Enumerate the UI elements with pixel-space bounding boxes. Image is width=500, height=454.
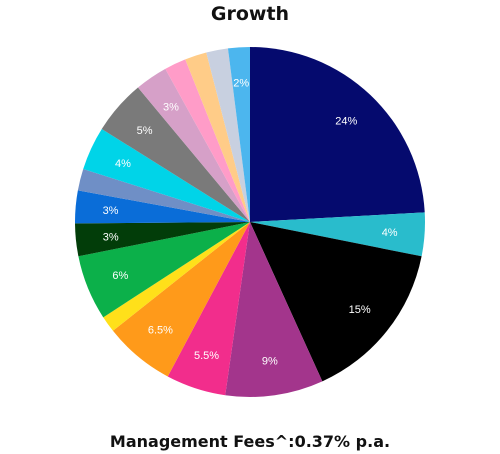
pie-slice [227, 47, 250, 222]
pie-slice [112, 222, 250, 377]
pie-slice [185, 52, 250, 223]
pie-slice [165, 59, 250, 222]
pie-slice [101, 87, 250, 222]
slice-label: 9% [262, 356, 278, 368]
slice-label: 5% [137, 125, 153, 137]
pie-slice [75, 222, 250, 257]
pie-slice [75, 190, 251, 224]
slice-label: 3% [103, 231, 119, 243]
slice-label: 4% [382, 227, 398, 239]
slice-label: 24% [335, 115, 357, 127]
chart-title: Growth [210, 3, 290, 25]
pie-slice [77, 168, 250, 222]
slice-label: 4% [115, 158, 131, 170]
pie-slice [250, 212, 426, 257]
slice-label: 3% [163, 101, 179, 113]
slice-label: 15% [349, 304, 371, 316]
pie-slice [206, 48, 250, 222]
pie-slice [250, 222, 422, 382]
slice-label: 6% [112, 270, 128, 282]
pie-slice [167, 222, 250, 396]
pie-slice [225, 222, 323, 397]
slice-label: 3% [103, 205, 119, 217]
slice-label: 5.5% [194, 350, 219, 362]
management-fees-note: Management Fees^:0.37% p.a. [109, 432, 391, 451]
pie-slice [78, 222, 250, 318]
pie-slice [83, 128, 250, 222]
pie-slice [137, 68, 250, 222]
pie-slice [250, 47, 425, 222]
slice-label: 2% [233, 77, 249, 89]
slice-label: 6.5% [148, 325, 173, 337]
pie-slice [103, 222, 250, 331]
